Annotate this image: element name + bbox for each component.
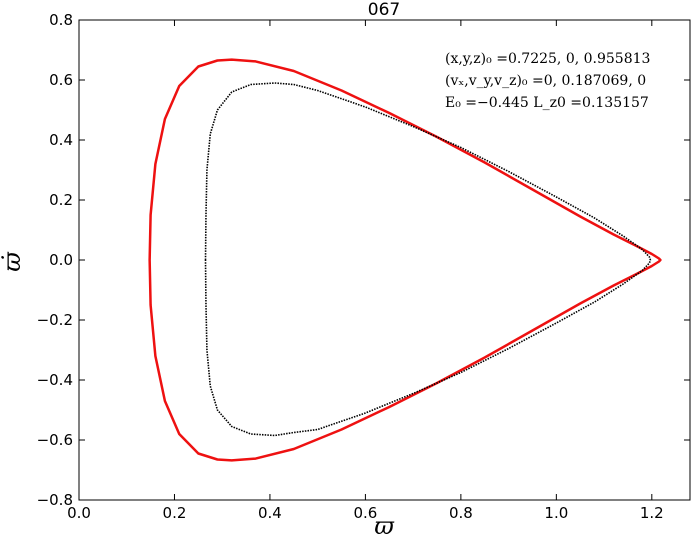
plot-frame [78, 19, 691, 501]
annotation-line-2: (vₓ,v_y,v_z)₀ =0, 0.187069, 0 [445, 73, 646, 89]
ticks: 0.0 0.2 0.4 0.6 0.8 1.0 1.2 0.8 0.6 0.4 0.2 0.0 −0.2… [37, 11, 690, 522]
x-tick-label: 1.2 [640, 504, 664, 522]
series-layer [148, 58, 662, 462]
y-tick-label: −0.6 [37, 431, 73, 449]
boundary-curve-series [148, 58, 662, 462]
x-tick-label: 0.6 [353, 504, 377, 522]
y-tick-label: 0.4 [49, 131, 73, 149]
y-tick-label: 0.8 [49, 11, 73, 29]
x-tick-label: 0.8 [449, 504, 473, 522]
y-tick-label: −0.4 [37, 371, 73, 389]
y-axis-label: ϖ̇ [0, 251, 26, 272]
chart-title: 067 [368, 0, 400, 20]
orbit-points-series [204, 82, 652, 437]
y-tick-label: −0.2 [37, 311, 73, 329]
annotation-line-1: (x,y,z)₀ =0.7225, 0, 0.955813 [445, 51, 650, 67]
y-tick-label: 0.2 [49, 191, 73, 209]
x-axis-label: ϖ [374, 512, 395, 539]
annotation-line-3: E₀ =−0.445 L_z0 =0.135157 [445, 95, 649, 111]
x-tick-label: 0.0 [67, 504, 91, 522]
y-tick-label: 0.6 [49, 71, 73, 89]
y-tick-label: 0.0 [49, 251, 73, 269]
x-tick-label: 0.2 [163, 504, 187, 522]
y-tick-label: −0.8 [37, 491, 73, 509]
x-tick-label: 1.0 [544, 504, 568, 522]
x-tick-label: 0.4 [258, 504, 282, 522]
